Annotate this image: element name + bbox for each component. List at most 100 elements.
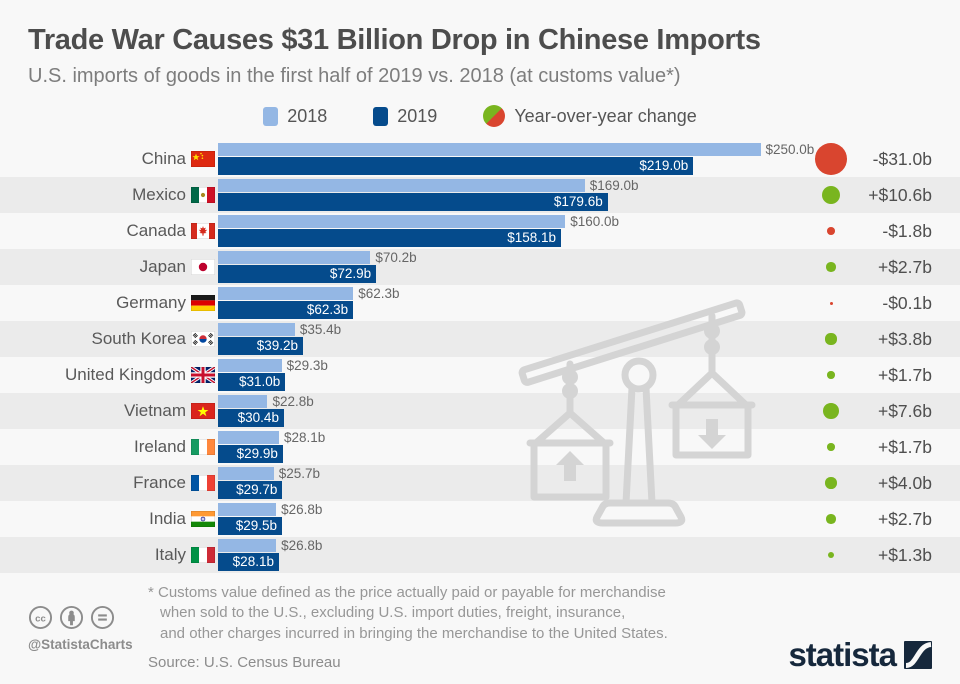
change-cell: -$0.1b (814, 285, 932, 321)
table-row: Italy $26.8b $28.1b +$1.3b (0, 537, 960, 573)
legend-item-change: Year-over-year change (483, 105, 697, 127)
change-cell: -$31.0b (814, 141, 932, 177)
change-dot (827, 227, 835, 235)
bar-group: $169.0b $179.6b (218, 179, 814, 211)
bar-2018 (218, 287, 354, 300)
statista-logo-text: statista (788, 636, 897, 673)
bar-2018 (218, 395, 268, 408)
change-label: +$7.6b (877, 400, 932, 421)
legend-label-2018: 2018 (287, 105, 328, 126)
change-label: +$10.6b (868, 184, 932, 205)
bar-2018-label: $70.2b (375, 250, 417, 265)
table-row: China $250.0b $219.0b -$31.0b (0, 141, 960, 177)
change-dot-box (814, 262, 848, 272)
change-dot-box (814, 371, 848, 379)
country-label: France (133, 473, 186, 492)
header: Trade War Causes $31 Billion Drop in Chi… (0, 0, 960, 89)
svg-text:cc: cc (35, 613, 46, 624)
legend-swatch-2018 (263, 106, 279, 126)
country-label: India (149, 509, 186, 528)
table-row: South Korea $35.4b $39.2b +$3.8b (0, 321, 960, 357)
country-flag-icon (191, 439, 215, 455)
legend-label-2019: 2019 (397, 105, 438, 126)
change-cell: +$4.0b (814, 465, 932, 501)
bar-group: $250.0b $219.0b (218, 143, 814, 175)
bar-2018-label: $22.8b (272, 394, 314, 409)
change-cell: +$1.7b (814, 357, 932, 393)
change-dot-box (814, 227, 848, 235)
change-dot-box (814, 301, 848, 305)
change-label: +$2.7b (877, 256, 932, 277)
bar-group: $62.3b $62.3b (218, 287, 814, 319)
bar-group: $26.8b $29.5b (218, 503, 814, 535)
chart-rows: China $250.0b $219.0b -$31.0b Mexico $16… (0, 141, 960, 573)
bar-2019-label: $29.7b (236, 482, 278, 497)
country-label: Japan (139, 257, 186, 276)
country-flag-icon (191, 295, 215, 311)
bar-2019-label: $39.2b (256, 338, 299, 353)
bar-2019: $28.1b (218, 553, 279, 571)
year-change-icon (483, 105, 506, 127)
change-dot (815, 143, 847, 175)
change-label: -$0.1b (882, 292, 932, 313)
change-cell: +$7.6b (814, 393, 932, 429)
bar-2019-label: $62.3b (306, 302, 349, 317)
table-row: Ireland $28.1b $29.9b +$1.7b (0, 429, 960, 465)
bar-2019: $29.5b (218, 517, 282, 535)
cc-nd-icon (90, 605, 115, 630)
table-row: India $26.8b $29.5b +$2.7b (0, 501, 960, 537)
country-flag-icon (191, 331, 215, 347)
change-label: +$1.7b (877, 436, 932, 457)
change-dot-box (814, 185, 848, 205)
bar-2018-label: $26.8b (281, 502, 323, 517)
change-dot (823, 403, 839, 419)
bar-2019-label: $28.1b (232, 554, 274, 569)
legend-item-2019: 2019 (373, 106, 437, 127)
page-title: Trade War Causes $31 Billion Drop in Chi… (28, 24, 761, 56)
country-label: United Kingdom (65, 365, 186, 384)
table-row: Canada $160.0b $158.1b -$1.8b (0, 213, 960, 249)
change-cell: +$1.7b (814, 429, 932, 465)
legend-label-change: Year-over-year change (514, 105, 697, 126)
bar-2019: $31.0b (218, 373, 286, 391)
change-dot (826, 514, 836, 524)
bar-2018 (218, 539, 277, 552)
bar-2018 (218, 503, 277, 516)
country-label: Mexico (132, 185, 186, 204)
table-row: Germany $62.3b $62.3b -$0.1b (0, 285, 960, 321)
change-dot-box (814, 403, 848, 419)
country-label: China (141, 149, 186, 168)
change-label: +$3.8b (877, 328, 932, 349)
bar-2018 (218, 323, 295, 336)
bar-2018-label: $62.3b (358, 286, 400, 301)
change-label: +$1.7b (877, 364, 932, 385)
footnote-text: * Customs value defined as the price act… (148, 584, 668, 642)
bar-2018 (218, 359, 282, 372)
country-label: Canada (126, 221, 186, 240)
country-label: Italy (154, 545, 186, 564)
table-row: Mexico $169.0b $179.6b +$10.6b (0, 177, 960, 213)
table-row: Vietnam $22.8b $30.4b +$7.6b (0, 393, 960, 429)
change-dot (821, 185, 841, 205)
license-block: cc @StatistaCharts (28, 583, 148, 652)
statista-logo: statista (788, 638, 932, 671)
change-dot-box (814, 514, 848, 524)
bar-group: $22.8b $30.4b (218, 395, 814, 427)
change-dot-box (814, 143, 848, 175)
source-text: Source: U.S. Census Bureau (148, 653, 341, 671)
bar-group: $28.1b $29.9b (218, 431, 814, 463)
table-row: France $25.7b $29.7b +$4.0b (0, 465, 960, 501)
bar-2018-label: $169.0b (589, 178, 639, 193)
bar-group: $25.7b $29.7b (218, 467, 814, 499)
bar-2019: $158.1b (218, 229, 562, 247)
bar-2018-label: $29.3b (286, 358, 328, 373)
bar-2019: $72.9b (218, 265, 377, 283)
bar-group: $160.0b $158.1b (218, 215, 814, 247)
change-cell: +$3.8b (814, 321, 932, 357)
bar-2019-label: $158.1b (507, 230, 557, 245)
change-dot (827, 443, 835, 451)
bar-2019: $39.2b (218, 337, 304, 355)
bar-group: $26.8b $28.1b (218, 539, 814, 571)
bar-group: $29.3b $31.0b (218, 359, 814, 391)
footnote-block: * Customs value defined as the price act… (148, 583, 788, 673)
